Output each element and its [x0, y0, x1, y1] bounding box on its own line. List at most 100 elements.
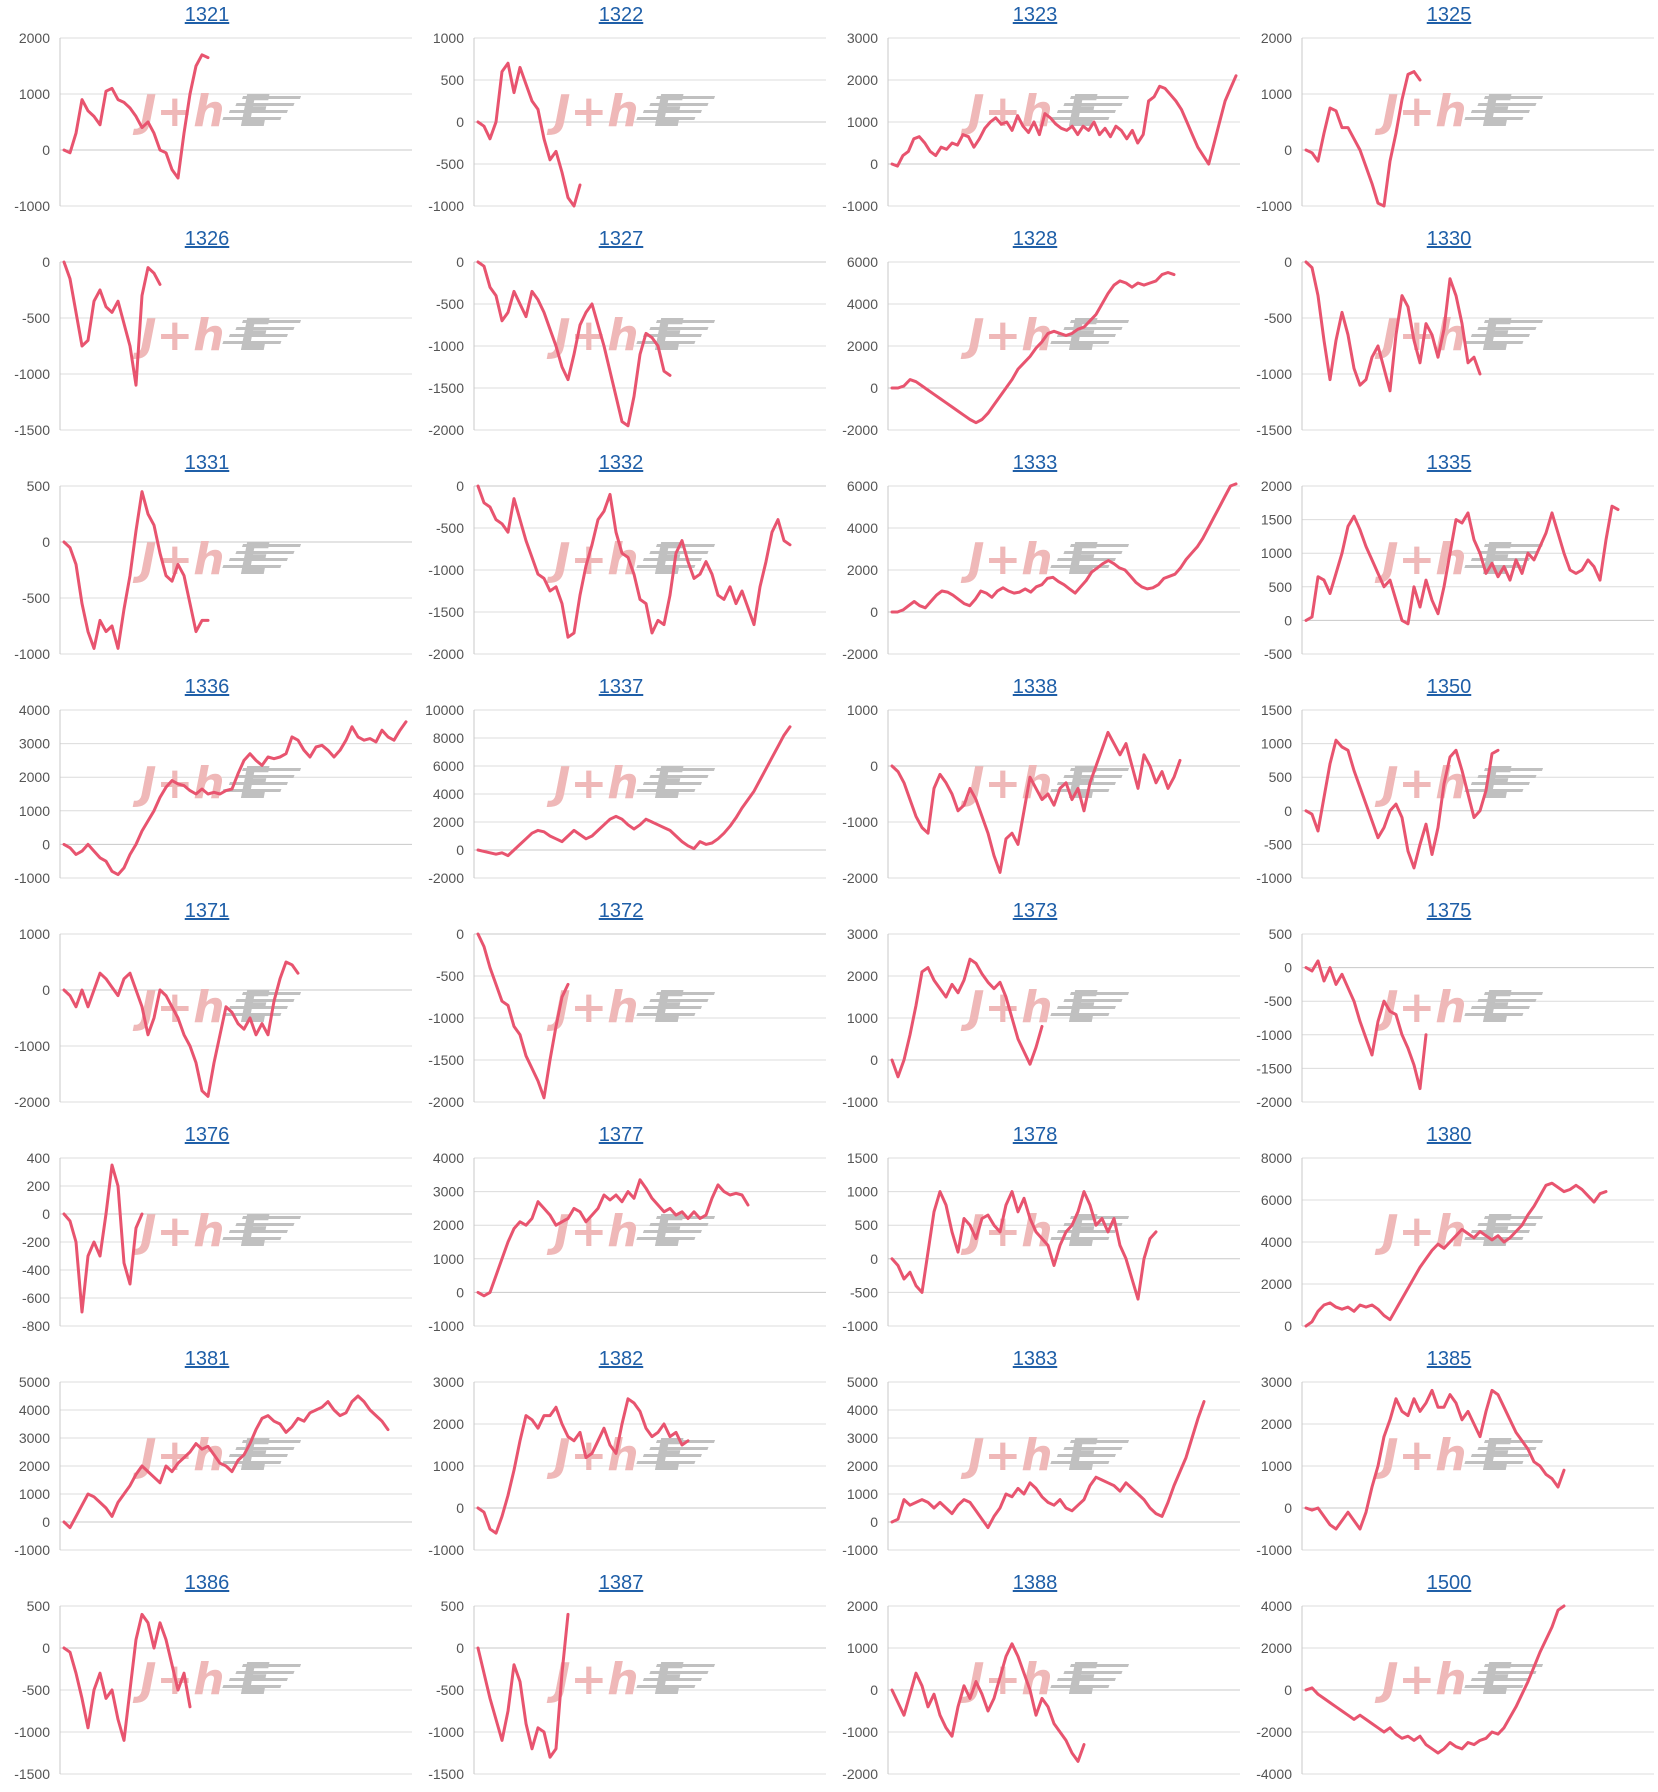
y-tick-label: 2000 [19, 1458, 50, 1474]
y-tick-label: 0 [456, 1284, 464, 1300]
y-tick-label: -1000 [14, 1038, 50, 1054]
y-tick-label: -1000 [842, 1318, 878, 1334]
line-chart: 4000 2000 0 -2000 -4000 J+h E [1256, 1598, 1654, 1782]
chart-title-link[interactable]: 1371 [184, 900, 230, 922]
line-chart: 10000 8000 6000 4000 2000 0 -2000 J+h E [425, 702, 826, 886]
y-tick-label: -1000 [14, 1542, 50, 1558]
watermark-stripe [222, 341, 282, 344]
chart-title-link[interactable]: 1386 [184, 1572, 230, 1594]
series-line [62, 53, 210, 180]
series-line [62, 1612, 192, 1742]
y-tick-label: 2000 [1261, 1640, 1292, 1656]
watermark-stripe [222, 1685, 282, 1688]
chart-title-link[interactable]: 1322 [598, 4, 644, 26]
chart-title-link[interactable]: 1325 [1426, 4, 1472, 26]
y-tick-label: 2000 [847, 338, 878, 354]
watermark-stripe [1470, 1678, 1530, 1681]
y-tick-label: -1000 [14, 870, 50, 886]
watermark-stripe [222, 565, 282, 568]
watermark-stripe [649, 1671, 709, 1674]
line-chart: 0 -500 -1000 -1500 -2000 J+h E [428, 254, 826, 438]
y-tick-label: -1000 [842, 1094, 878, 1110]
watermark-stripe [649, 327, 709, 330]
watermark-stripe [241, 1664, 302, 1667]
line-chart: 8000 6000 4000 2000 0 J+h E [1261, 1150, 1654, 1334]
chart-title-link[interactable]: 1382 [598, 1348, 644, 1370]
watermark-stripe [1483, 1440, 1544, 1443]
chart-title-link[interactable]: 1378 [1012, 1124, 1058, 1146]
y-tick-label: 5000 [847, 1374, 878, 1390]
watermark-stripe [228, 1230, 288, 1233]
chart-title-link[interactable]: 1376 [184, 1124, 230, 1146]
chart-title-link[interactable]: 1328 [1012, 228, 1058, 250]
watermark-stripe [642, 1454, 702, 1457]
watermark-stripe [228, 1006, 288, 1009]
watermark-stripes [636, 544, 716, 568]
chart-title-link[interactable]: 1350 [1426, 676, 1472, 698]
watermark-stripe [1464, 117, 1524, 120]
chart-title-link[interactable]: 1383 [1012, 1348, 1058, 1370]
y-tick-label: -2000 [428, 1094, 464, 1110]
y-tick-label: -1000 [14, 1724, 50, 1740]
watermark-stripe [1483, 1664, 1544, 1667]
chart-title-link[interactable]: 1381 [184, 1348, 230, 1370]
chart-title-link[interactable]: 1335 [1426, 452, 1472, 474]
chart-title-link[interactable]: 1372 [598, 900, 644, 922]
series-line [890, 957, 1044, 1079]
chart-title-link[interactable]: 1337 [598, 676, 644, 698]
series-line [62, 490, 210, 650]
watermark-stripe [636, 1013, 696, 1016]
y-tick-label: 2000 [1261, 1276, 1292, 1292]
y-tick-label: 0 [1284, 803, 1292, 819]
watermark-logo: J+h E [132, 310, 302, 361]
y-tick-label: 4000 [433, 786, 464, 802]
chart-title-link[interactable]: 1338 [1012, 676, 1058, 698]
chart-panel-1376: 1376 400 200 0 -200 -400 -600 -800 J+h E [0, 1120, 414, 1344]
chart-title-link[interactable]: 1323 [1012, 4, 1058, 26]
y-tick-label: -1000 [428, 198, 464, 214]
watermark-stripes [636, 1440, 716, 1464]
chart-title-link[interactable]: 1332 [598, 452, 644, 474]
chart-title-link[interactable]: 1330 [1426, 228, 1472, 250]
y-tick-label: 0 [1284, 1500, 1292, 1516]
y-tick-label: 0 [870, 1251, 878, 1267]
y-tick-label: 0 [42, 254, 50, 270]
chart-title-link[interactable]: 1331 [184, 452, 230, 474]
y-tick-label: -1500 [428, 380, 464, 396]
y-tick-label: 1000 [847, 1010, 878, 1026]
watermark-stripe [1477, 1447, 1537, 1450]
y-tick-label: 8000 [1261, 1150, 1292, 1166]
chart-title-link[interactable]: 1333 [1012, 452, 1058, 474]
y-tick-label: -500 [22, 1682, 50, 1698]
chart-title-link[interactable]: 1375 [1426, 900, 1472, 922]
y-tick-label: -1500 [428, 1052, 464, 1068]
series-line [1304, 504, 1620, 626]
y-tick-label: 500 [1269, 769, 1293, 785]
series-line [62, 720, 408, 877]
y-tick-label: -500 [436, 1682, 464, 1698]
chart-title-link[interactable]: 1321 [184, 4, 230, 26]
y-tick-label: -200 [22, 1234, 50, 1250]
watermark-left: J+h [132, 310, 225, 361]
chart-title-link[interactable]: 1385 [1426, 1348, 1472, 1370]
chart-title-link[interactable]: 1388 [1012, 1572, 1058, 1594]
chart-title-link[interactable]: 1373 [1012, 900, 1058, 922]
y-tick-label: 500 [1269, 926, 1293, 942]
y-tick-label: 1500 [1261, 702, 1292, 718]
watermark-stripes [222, 544, 302, 568]
chart-title-link[interactable]: 1387 [598, 1572, 644, 1594]
watermark-stripe [222, 789, 282, 792]
watermark-left: J+h [960, 1654, 1053, 1705]
series-line [890, 1642, 1086, 1763]
y-tick-label: -500 [436, 156, 464, 172]
chart-title-link[interactable]: 1326 [184, 228, 230, 250]
chart-title-link[interactable]: 1336 [184, 676, 230, 698]
chart-title-link[interactable]: 1500 [1426, 1572, 1472, 1594]
chart-panel-1382: 1382 3000 2000 1000 0 -1000 J+h E [414, 1344, 828, 1568]
watermark-logo: J+h E [960, 982, 1130, 1033]
chart-title-link[interactable]: 1327 [598, 228, 644, 250]
chart-title-link[interactable]: 1380 [1426, 1124, 1472, 1146]
chart-title-link[interactable]: 1377 [598, 1124, 644, 1146]
y-tick-label: -500 [1264, 993, 1292, 1009]
